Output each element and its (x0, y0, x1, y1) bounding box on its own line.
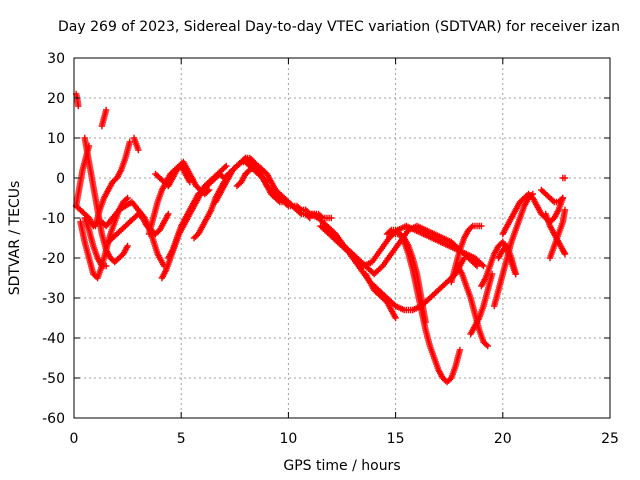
data-point (422, 318, 429, 326)
data-point (483, 341, 490, 348)
series-arc-8 (98, 106, 110, 130)
x-tick-label: 0 (70, 431, 79, 447)
x-tick-label: 5 (177, 431, 186, 447)
data-point (124, 194, 131, 202)
series-arc-13 (165, 170, 228, 262)
data-point (102, 106, 110, 114)
y-tick-label: -30 (42, 291, 65, 307)
y-tick-label: 30 (47, 51, 65, 67)
data-point (446, 376, 454, 383)
data-point (122, 196, 130, 203)
data-point (126, 138, 133, 146)
series-arc-6 (81, 214, 110, 270)
y-tick-label: 0 (56, 171, 65, 187)
data-point (223, 162, 230, 170)
data-point (296, 209, 304, 216)
series-arc-35 (559, 174, 569, 182)
x-tick-label: 10 (279, 431, 297, 447)
data-point (124, 242, 131, 250)
y-axis-label: SDTVAR / TECUs (7, 181, 23, 296)
series-arc-23 (362, 270, 399, 322)
data-point (512, 270, 519, 278)
y-tick-label: 20 (47, 91, 65, 107)
data-point (204, 188, 211, 195)
data-point (480, 262, 487, 270)
series-arc-28 (467, 270, 496, 338)
data-points (72, 90, 569, 386)
series-arc-14 (152, 162, 193, 190)
data-point (561, 206, 569, 214)
x-tick-label: 15 (387, 431, 405, 447)
data-point (558, 196, 565, 203)
data-point (205, 186, 213, 194)
data-point (472, 261, 479, 268)
y-tick-label: -20 (42, 251, 65, 267)
data-point (478, 222, 485, 230)
y-tick-label: 10 (47, 131, 65, 147)
data-point (561, 174, 569, 182)
data-point (561, 250, 569, 258)
y-tick-label: -40 (42, 331, 65, 347)
data-point (549, 197, 557, 204)
series-arc-25 (392, 230, 429, 326)
series-arc-10 (130, 134, 142, 154)
series-arc-7 (92, 138, 133, 230)
data-point (559, 194, 567, 202)
y-tick-label: -60 (42, 411, 65, 427)
data-point (478, 261, 486, 268)
data-point (484, 342, 491, 350)
data-point (135, 146, 142, 154)
data-point (456, 346, 464, 354)
axis-ticks: 0 5 10 15 20 25 30 20 10 0 -10 -20 -30 -40 -50 -60 (42, 51, 619, 447)
x-axis-label: GPS time / hours (283, 458, 400, 474)
data-point (468, 224, 475, 231)
data-point (249, 164, 256, 171)
data-point (221, 164, 228, 171)
data-point (240, 156, 248, 163)
series-arc-36 (478, 238, 519, 290)
plot-frame (73, 57, 611, 419)
series-arc-34 (546, 206, 569, 262)
x-tick-label: 25 (601, 431, 619, 447)
series-arc-26 (448, 222, 485, 286)
x-tick-label: 20 (494, 431, 512, 447)
y-tick-label: -50 (42, 371, 65, 387)
series-arc-19 (242, 162, 314, 222)
chart-title: Day 269 of 2023, Sidereal Day-to-day VTE… (58, 19, 620, 35)
data-point (473, 262, 481, 270)
data-point (561, 249, 568, 256)
data-point (75, 102, 82, 110)
data-point (392, 314, 399, 322)
series-arc-22 (328, 222, 481, 278)
data-point (328, 214, 335, 222)
data-point (102, 262, 110, 270)
series-arc-32 (538, 186, 567, 206)
series-arc-9 (105, 210, 172, 246)
data-point (186, 178, 193, 186)
data-point (165, 210, 172, 218)
data-point (386, 228, 394, 235)
y-tick-label: -10 (42, 211, 65, 227)
